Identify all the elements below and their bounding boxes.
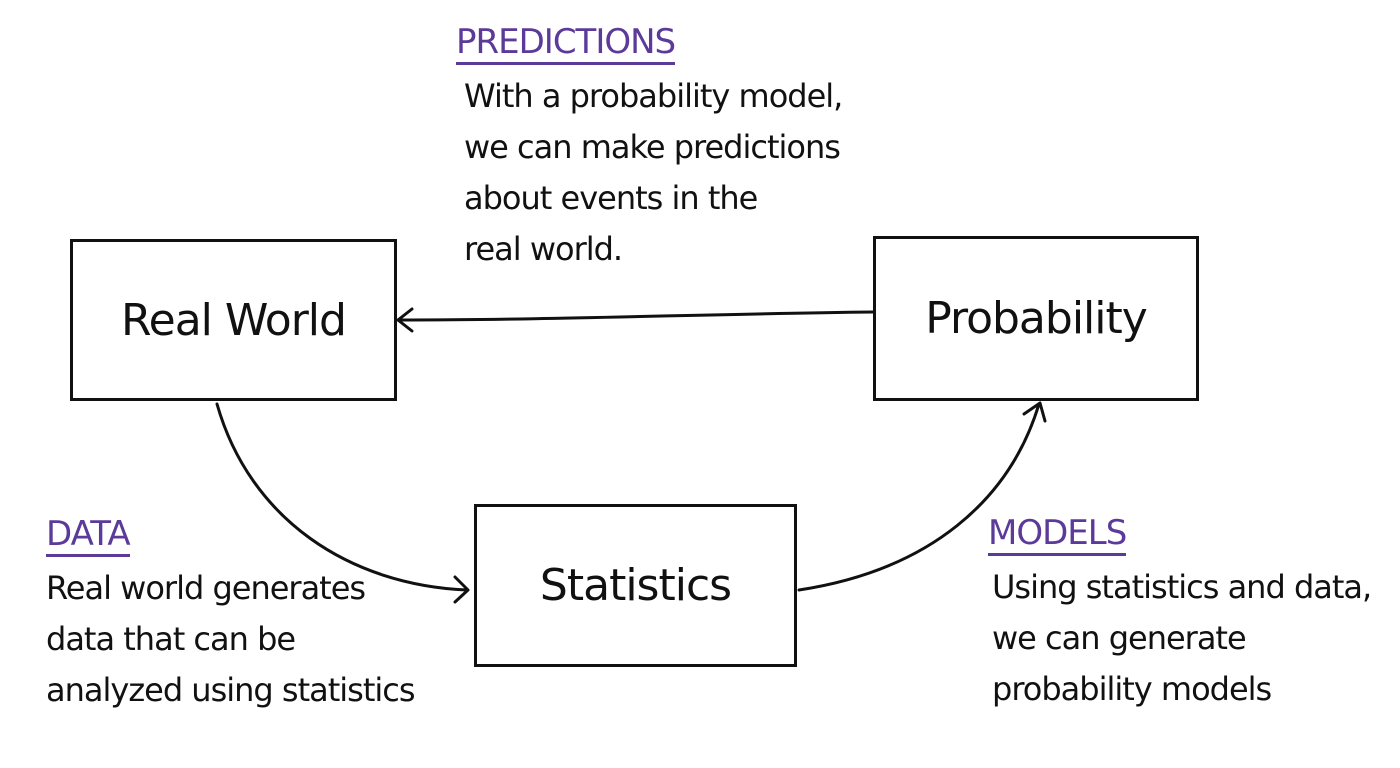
models-text: Using statistics and data, we can genera… <box>992 562 1372 715</box>
data-heading: DATA <box>46 515 131 558</box>
data-line: data that can be <box>46 620 296 659</box>
probability-label: Probability <box>925 293 1148 344</box>
predictions-line: we can make predictions <box>464 128 841 167</box>
data-text: Real world generates data that can be an… <box>46 563 416 716</box>
arrow-probability-to-real-world <box>396 310 875 322</box>
predictions-annotation: PREDICTIONS With a probability model, we… <box>456 23 843 275</box>
real-world-box: Real World <box>70 239 397 401</box>
probability-box: Probability <box>873 236 1199 401</box>
predictions-line: With a probability model, <box>464 77 843 116</box>
arrowhead-statistics <box>453 575 470 604</box>
predictions-line: real world. <box>464 230 623 269</box>
statistics-label: Statistics <box>539 560 732 611</box>
models-line: probability models <box>992 670 1272 709</box>
arrow-statistics-to-probability <box>797 402 1041 592</box>
arrowhead-probability <box>1022 401 1047 423</box>
arrowhead-real-world <box>396 307 414 333</box>
arrow-real-world-to-statistics <box>215 402 469 592</box>
models-heading: MODELS <box>988 514 1127 557</box>
statistics-box: Statistics <box>474 504 797 667</box>
predictions-heading: PREDICTIONS <box>456 23 676 66</box>
data-line: Real world generates <box>46 569 366 608</box>
models-line: we can generate <box>992 619 1247 658</box>
real-world-label: Real World <box>121 294 347 346</box>
predictions-text: With a probability model, we can make pr… <box>464 71 843 275</box>
data-annotation: DATA Real world generates data that can … <box>46 515 416 716</box>
models-line: Using statistics and data, <box>992 568 1372 607</box>
models-annotation: MODELS Using statistics and data, we can… <box>988 514 1372 715</box>
predictions-line: about events in the <box>464 179 758 218</box>
data-line: analyzed using statistics <box>46 671 416 710</box>
